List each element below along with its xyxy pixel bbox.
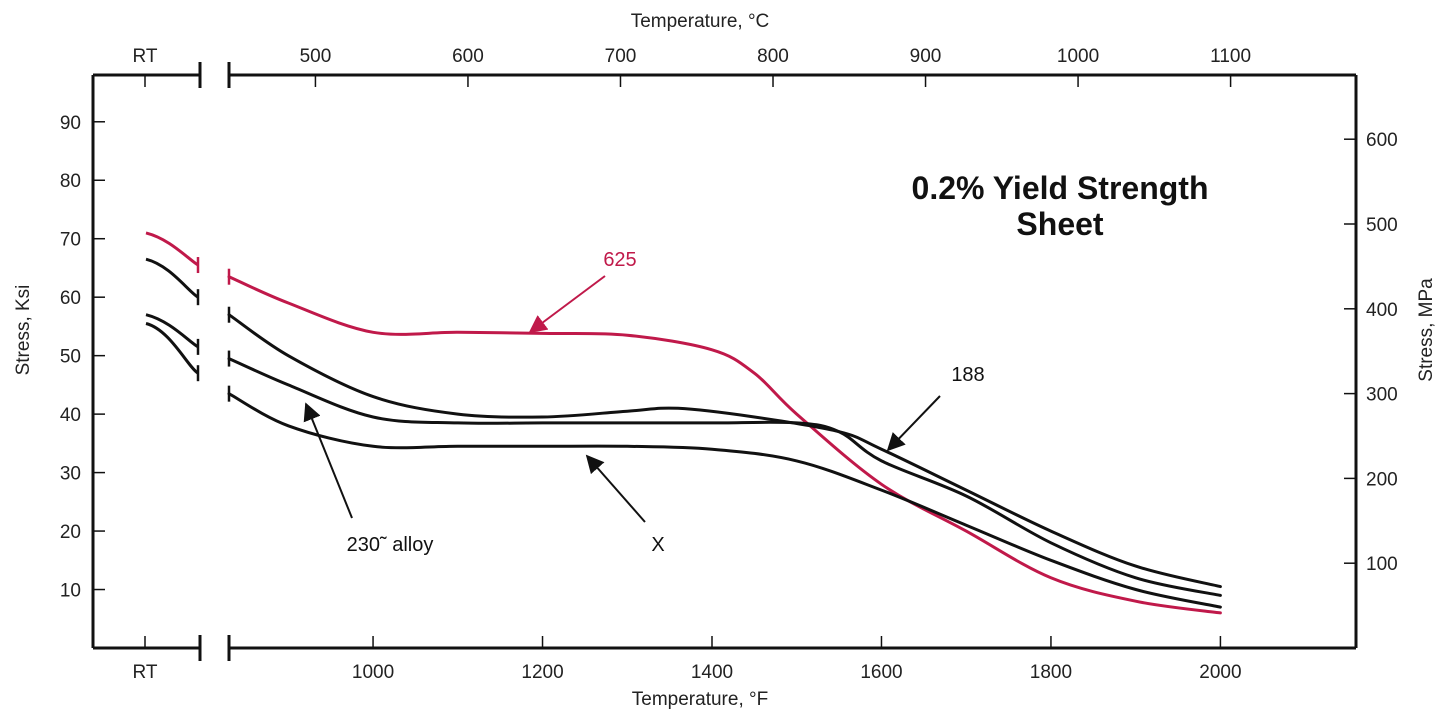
series-lines <box>145 231 1222 615</box>
x-top-axis-title: Temperature, °C <box>631 11 770 32</box>
y-right-tick-label: 400 <box>1366 300 1398 321</box>
x-top-tick-label: 1100 <box>1210 46 1251 67</box>
y-left-tick-label: 80 <box>60 171 81 192</box>
y-right-tick-label: 200 <box>1366 469 1398 490</box>
annotation-arrow-188 <box>886 395 941 452</box>
annotation-arrow-230-alloy <box>303 402 353 519</box>
x-top-tick-label: 1000 <box>1057 46 1099 67</box>
x-bottom-tick-label: 1400 <box>691 662 733 683</box>
y-right-axis-title: Stress, MPa <box>1416 278 1437 382</box>
series-line-230-alloy <box>227 357 1222 597</box>
series-line-625 <box>227 275 1222 615</box>
chart-subtitle: Sheet <box>1016 206 1103 242</box>
annotation-label-625: 625 <box>603 249 636 271</box>
x-bottom-tick-label: 1800 <box>1030 662 1072 683</box>
x-bottom-tick-label: 2000 <box>1199 662 1241 683</box>
series-rt-segment-188 <box>145 257 199 299</box>
x-top-tick-label: 500 <box>300 46 332 67</box>
annotation-arrow-x <box>585 454 646 523</box>
y-left-tick-label: 50 <box>60 347 81 368</box>
y-left-tick-label: 60 <box>60 288 81 309</box>
x-bottom-tick-label: 1200 <box>521 662 563 683</box>
chart-title: 0.2% Yield Strength <box>912 170 1209 206</box>
rt-label-top: RT <box>133 46 158 67</box>
annotation-label-230-alloy: 230˜ alloy <box>347 534 434 556</box>
x-top-tick-label: 800 <box>757 46 789 67</box>
annotation-label-x: X <box>651 534 664 556</box>
series-annotations: 625 188 230˜ alloy X <box>303 249 985 556</box>
rt-label-bottom: RT <box>133 662 158 683</box>
x-top-tick-label: 600 <box>452 46 484 67</box>
series-line-x <box>227 392 1222 609</box>
x-bottom-tick-label: 1000 <box>352 662 394 683</box>
x-bottom-tick-label: 1600 <box>860 662 902 683</box>
y-left-tick-label: 40 <box>60 405 81 426</box>
y-right-tick-label: 100 <box>1366 554 1398 575</box>
series-rt-segment-x <box>145 322 199 375</box>
series-line-188 <box>227 313 1222 589</box>
y-left-tick-label: 10 <box>60 581 81 602</box>
x-bottom-axis-title: Temperature, °F <box>632 689 768 710</box>
y-right-tick-label: 500 <box>1366 215 1398 236</box>
series-rt-segment-230-alloy <box>145 313 199 349</box>
y-left-axis-title: Stress, Ksi <box>13 285 34 376</box>
plot-frame <box>91 62 1358 661</box>
y-left-tick-label: 90 <box>60 113 81 134</box>
annotation-arrow-625 <box>528 275 606 334</box>
x-top-tick-label: 900 <box>910 46 942 67</box>
y-right-tick-label: 600 <box>1366 130 1398 151</box>
y-right-tick-label: 300 <box>1366 385 1398 406</box>
y-left-tick-label: 20 <box>60 522 81 543</box>
annotation-label-188: 188 <box>951 364 984 386</box>
y-left-tick-label: 70 <box>60 230 81 251</box>
y-left-tick-label: 30 <box>60 464 81 485</box>
x-top-tick-label: 700 <box>605 46 637 67</box>
series-rt-segment-625 <box>145 231 199 267</box>
